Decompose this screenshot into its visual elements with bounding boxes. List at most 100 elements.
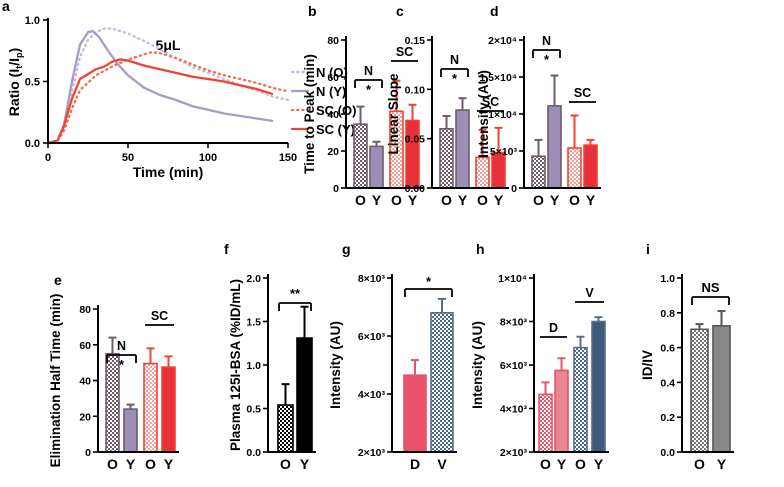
bar [475, 156, 490, 189]
legend-label: SC (Y) [316, 122, 355, 137]
bar [554, 369, 569, 453]
y-tick-label: 0.5 [246, 404, 261, 416]
y-tick-label: 0.10 [405, 84, 426, 96]
y-tick-label: 2.0 [246, 273, 261, 285]
y-axis-label: Intensity (AU) [328, 321, 343, 409]
y-tick-label: 0.0 [25, 138, 40, 150]
y-axis-label: Elimination Half Time (min) [48, 294, 63, 468]
x-tick-label: 50 [122, 152, 134, 164]
group-label: SC [396, 45, 413, 59]
panel-label-b: b [308, 3, 317, 19]
bar [430, 311, 454, 453]
bar [547, 105, 562, 189]
x-tick-label: O [575, 456, 586, 472]
y-tick-label: 0.00 [405, 183, 426, 195]
y-tick-label: 0.4 [660, 377, 675, 389]
panel-h: hO Y O Y2×10³4×10³6×10³8×10³1×10⁴Intensity … [470, 241, 609, 472]
y-tick-label: 2×10⁴ [488, 35, 517, 47]
y-tick-label: 4×10³ [358, 389, 386, 401]
panel-label-f: f [224, 241, 229, 257]
series-line [46, 29, 274, 145]
y-tick-label: 60 [327, 72, 339, 84]
y-tick-label: 2×10³ [358, 447, 386, 459]
legend-label: N (O) [316, 65, 348, 80]
panel-label-e: e [54, 272, 62, 288]
bar [567, 147, 582, 189]
y-tick-label: 0 [85, 447, 91, 459]
x-tick-label: 150 [279, 152, 297, 164]
y-tick-label: 0.0 [246, 447, 261, 459]
panel-g: g D V 2×10³ 4×10³ 6×10³ 8×10³ Intensity (AU) * [328, 241, 457, 472]
y-axis-label: Linear Slope [386, 73, 401, 155]
panel-label-a: a [2, 0, 10, 14]
y-tick-label: 0.8 [660, 308, 675, 320]
significance-marker: ** [290, 286, 301, 301]
x-tick-label: Y [594, 456, 604, 472]
y-tick-label: 1×10⁴ [498, 273, 527, 285]
x-tick-label: Y [717, 456, 727, 472]
x-tick-label: O [477, 192, 488, 208]
y-tick-label: 8×10³ [500, 317, 528, 329]
panel-label-d: d [490, 3, 499, 19]
bar [353, 123, 368, 189]
significance-marker: * [544, 52, 550, 67]
group-label: SC [574, 86, 591, 100]
x-tick-label: Y [372, 192, 382, 208]
x-tick-label: Y [408, 192, 418, 208]
y-tick-label: 60 [79, 340, 91, 352]
y-tick-label: 0.05 [405, 134, 426, 146]
y-tick-label: 1.0 [660, 273, 675, 285]
bar [161, 366, 176, 453]
bar [583, 144, 598, 189]
x-tick-label: 0 [45, 152, 51, 164]
bar [143, 362, 158, 453]
x-tick-label: V [437, 456, 447, 472]
bar [531, 155, 546, 189]
significance-marker: * [366, 82, 372, 97]
x-tick-label: O [533, 192, 544, 208]
bar [105, 352, 120, 453]
bar [123, 408, 138, 453]
bar [277, 404, 294, 453]
x-tick-label: D [410, 456, 420, 472]
y-tick-label: 1×10⁴ [488, 109, 517, 121]
y-tick-label: 20 [327, 146, 339, 158]
bar [296, 337, 313, 453]
x-tick-label: Y [550, 192, 560, 208]
y-tick-label: 0 [511, 183, 517, 195]
y-tick-label: 0.0 [660, 447, 675, 459]
x-axis-label: Time (min) [133, 164, 204, 180]
y-tick-label: 1.5 [246, 317, 261, 329]
x-tick-label: Y [300, 456, 310, 472]
y-axis-label: Plasma 125I-BSA (%ID/mL) [228, 279, 243, 451]
x-tick-label: O [569, 192, 580, 208]
x-tick-label: Y [164, 456, 174, 472]
bar [455, 109, 470, 189]
group-label: D [549, 321, 558, 335]
significance-marker: * [452, 71, 458, 86]
y-tick-label: 1.0 [25, 15, 40, 27]
significance-marker: NS [701, 280, 719, 295]
y-axis-label: ID/IV [640, 350, 655, 380]
x-tick-label: Y [458, 192, 468, 208]
y-tick-label: 1.5×10⁴ [479, 72, 517, 84]
series-line [46, 50, 290, 145]
panel-i: i O Y 0.0 0.2 0.4 0.6 0.8 1.0 ID/IV NS [640, 241, 734, 472]
group-label: V [585, 286, 594, 300]
y-tick-label: 0.2 [660, 412, 675, 424]
bar [439, 128, 454, 189]
group-label: SC [151, 309, 168, 323]
y-tick-label: 6×10³ [500, 360, 528, 372]
y-tick-label: 80 [79, 304, 91, 316]
group-label: SC [482, 95, 499, 109]
series-line [46, 58, 274, 145]
bar [403, 374, 427, 453]
y-tick-label: 20 [79, 411, 91, 423]
x-tick-label: Y [557, 456, 567, 472]
x-tick-label: Y [494, 192, 504, 208]
